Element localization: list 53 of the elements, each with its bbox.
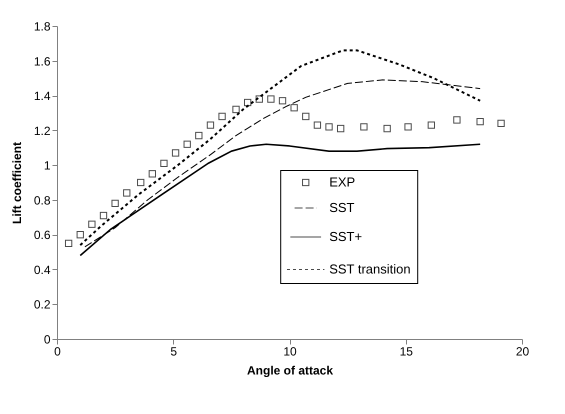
point bbox=[76, 231, 84, 238]
point bbox=[278, 97, 286, 104]
point bbox=[160, 160, 168, 168]
point bbox=[404, 123, 412, 131]
point bbox=[453, 116, 461, 124]
y-tick-label: 1.4 bbox=[34, 89, 51, 104]
legend-label: EXP bbox=[329, 174, 356, 190]
x-tick-label: 15 bbox=[400, 344, 414, 358]
point bbox=[314, 121, 322, 129]
y-tick-label: 1.8 bbox=[34, 20, 51, 34]
point bbox=[100, 212, 108, 220]
point bbox=[218, 112, 226, 120]
point bbox=[290, 104, 298, 112]
point bbox=[184, 140, 191, 148]
point bbox=[123, 189, 130, 197]
y-axis-title: Lift coefficient bbox=[10, 142, 24, 224]
legend-label: SST+ bbox=[329, 228, 362, 244]
point bbox=[206, 121, 214, 129]
y-tick-label: 1.2 bbox=[34, 124, 51, 138]
y-tick-label: 0.8 bbox=[34, 193, 51, 208]
legend-label: SST bbox=[329, 200, 355, 215]
y-tick-label: 1.6 bbox=[34, 54, 51, 68]
point bbox=[148, 170, 156, 178]
point bbox=[497, 120, 505, 128]
point bbox=[111, 200, 119, 208]
point bbox=[383, 124, 391, 132]
y-tick-label: 0 bbox=[44, 332, 51, 346]
point bbox=[325, 123, 333, 131]
x-tick-label: 0 bbox=[54, 344, 62, 358]
point bbox=[232, 106, 240, 114]
x-tick-label: 5 bbox=[170, 344, 178, 358]
point bbox=[360, 123, 368, 131]
point bbox=[172, 149, 180, 157]
point bbox=[476, 118, 484, 126]
point bbox=[428, 121, 435, 129]
y-tick-label: 0.4 bbox=[34, 262, 51, 277]
point bbox=[302, 112, 310, 120]
point bbox=[195, 132, 202, 140]
point bbox=[88, 220, 96, 228]
y-tick-label: 0.6 bbox=[34, 228, 51, 242]
point bbox=[137, 178, 144, 186]
y-tick-label: 0.2 bbox=[34, 298, 51, 312]
point bbox=[256, 95, 263, 103]
x-tick-label: 20 bbox=[516, 344, 530, 358]
y-tick-label: 1 bbox=[44, 158, 51, 173]
x-axis-title: Angle of attack bbox=[246, 364, 334, 378]
point bbox=[267, 95, 275, 103]
x-tick-label: 10 bbox=[283, 344, 297, 358]
point bbox=[64, 240, 72, 248]
line-series bbox=[79, 49, 482, 246]
legend-label: SST transition bbox=[329, 261, 411, 276]
point bbox=[244, 98, 252, 106]
point bbox=[336, 124, 344, 132]
